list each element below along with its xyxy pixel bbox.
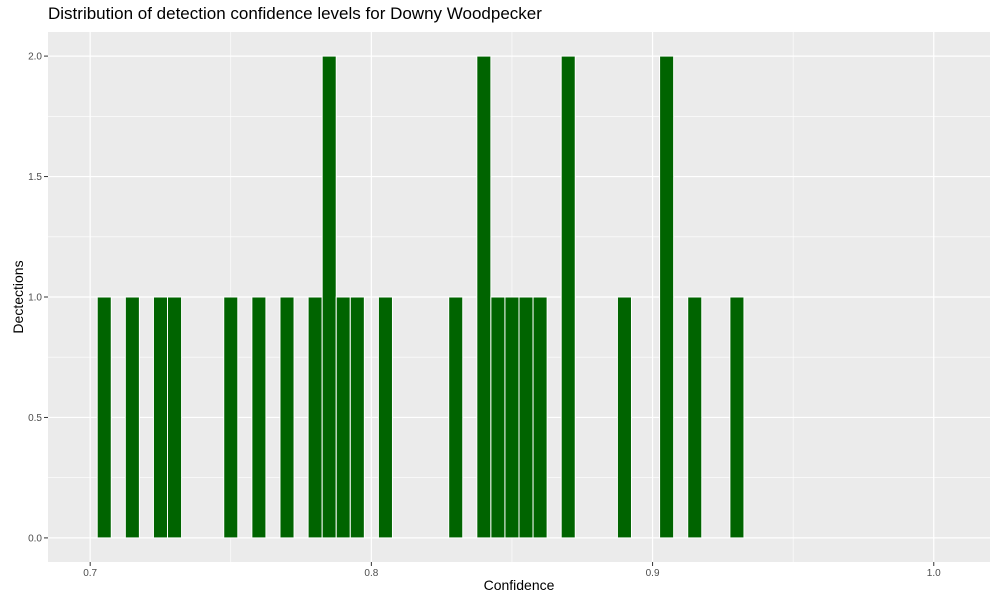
histogram-bar: [152, 296, 169, 539]
y-axis: 0.0 0.5 1.0 1.5 2.0: [28, 52, 48, 544]
histogram-bar: [518, 296, 534, 539]
histogram-bar: [167, 296, 183, 539]
histogram-bar: [279, 296, 295, 539]
x-axis: 0.7 0.8 0.9 1.0: [83, 562, 941, 579]
y-tick-label: 2.0: [28, 52, 42, 63]
y-tick-label: 0.0: [28, 533, 42, 544]
histogram-bar: [251, 296, 267, 539]
histogram-bar: [560, 55, 576, 539]
y-tick-label: 0.5: [28, 413, 42, 424]
histogram-bar: [349, 296, 365, 539]
x-tick-label: 0.9: [646, 568, 660, 579]
histogram-bar: [448, 296, 464, 539]
histogram-bar: [616, 296, 632, 539]
histogram-bar: [307, 296, 323, 539]
histogram-bar: [659, 55, 675, 539]
y-tick-label: 1.0: [28, 293, 42, 304]
chart-title: Distribution of detection confidence lev…: [48, 4, 542, 23]
histogram-bar: [476, 55, 492, 539]
histogram-bar: [377, 296, 393, 539]
bars-group: [96, 55, 745, 539]
histogram-bar: [504, 296, 520, 539]
x-tick-label: 0.7: [83, 568, 97, 579]
histogram-bar: [321, 55, 337, 539]
histogram-bar: [687, 296, 703, 539]
histogram-bar: [223, 296, 239, 539]
histogram-bar: [532, 296, 548, 539]
x-tick-label: 1.0: [927, 568, 941, 579]
histogram-bar: [124, 296, 140, 539]
x-tick-label: 0.8: [364, 568, 378, 579]
histogram-bar: [490, 296, 506, 539]
histogram-bar: [729, 296, 745, 539]
y-tick-label: 1.5: [28, 172, 42, 183]
histogram-bar: [335, 296, 351, 539]
y-axis-label: Dectections: [10, 260, 26, 333]
histogram-bar: [96, 296, 112, 539]
x-axis-label: Confidence: [484, 577, 555, 593]
